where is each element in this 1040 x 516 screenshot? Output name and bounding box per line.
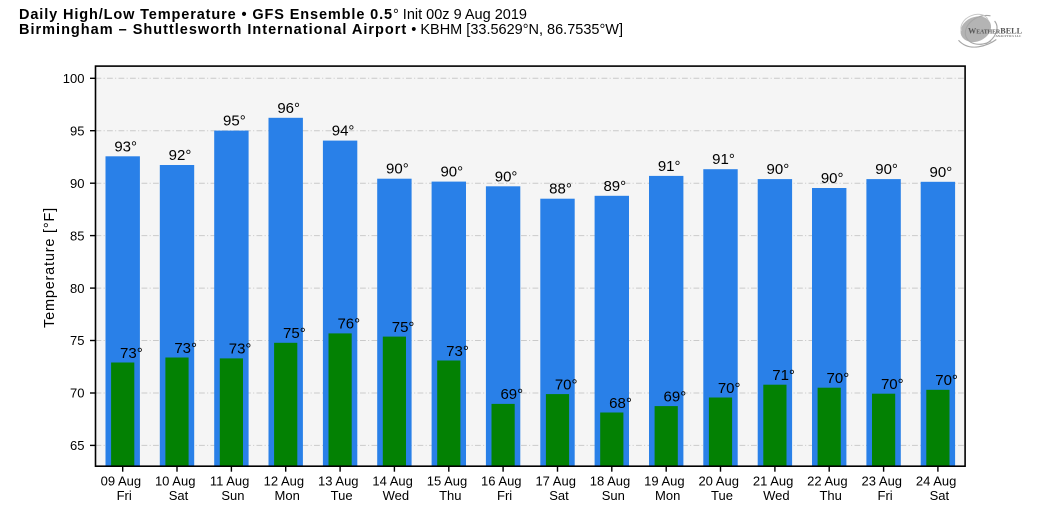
svg-text:24 Aug: 24 Aug — [916, 473, 957, 488]
svg-text:73°: 73° — [120, 345, 143, 362]
svg-text:90°: 90° — [386, 161, 409, 178]
svg-text:65: 65 — [70, 438, 84, 453]
svg-text:70: 70 — [70, 386, 84, 401]
svg-text:ANALYTICS LLC: ANALYTICS LLC — [996, 34, 1023, 38]
svg-text:70°: 70° — [718, 380, 741, 397]
svg-text:93°: 93° — [114, 138, 137, 155]
svg-text:19 Aug: 19 Aug — [644, 473, 685, 488]
svg-text:71°: 71° — [772, 367, 795, 384]
svg-text:90°: 90° — [767, 161, 790, 178]
svg-text:12 Aug: 12 Aug — [264, 473, 305, 488]
svg-text:94°: 94° — [332, 123, 355, 140]
svg-text:20 Aug: 20 Aug — [698, 473, 739, 488]
svg-text:13 Aug: 13 Aug — [318, 473, 359, 488]
svg-text:85: 85 — [70, 228, 84, 243]
svg-text:70°: 70° — [827, 370, 850, 387]
svg-text:73°: 73° — [229, 341, 252, 358]
svg-text:90°: 90° — [821, 170, 844, 187]
svg-text:Sat: Sat — [169, 488, 189, 503]
svg-text:14 Aug: 14 Aug — [372, 473, 413, 488]
svg-text:76°: 76° — [337, 316, 360, 333]
svg-text:90: 90 — [70, 176, 84, 191]
svg-text:89°: 89° — [603, 178, 626, 195]
svg-text:69°: 69° — [664, 388, 687, 405]
svg-text:Sun: Sun — [221, 488, 244, 503]
svg-text:96°: 96° — [277, 100, 300, 117]
svg-text:95: 95 — [70, 123, 84, 138]
svg-text:75°: 75° — [283, 325, 306, 342]
svg-text:68°: 68° — [609, 395, 632, 412]
svg-text:Wed: Wed — [383, 488, 410, 503]
svg-text:91°: 91° — [658, 158, 681, 175]
svg-text:70°: 70° — [555, 376, 578, 393]
svg-text:90°: 90° — [440, 164, 463, 181]
svg-text:75°: 75° — [392, 319, 415, 336]
svg-text:22 Aug: 22 Aug — [807, 473, 848, 488]
svg-text:Thu: Thu — [439, 488, 461, 503]
svg-text:Mon: Mon — [275, 488, 300, 503]
svg-text:16 Aug: 16 Aug — [481, 473, 522, 488]
svg-text:90°: 90° — [930, 164, 953, 181]
svg-text:Mon: Mon — [655, 488, 680, 503]
svg-text:75: 75 — [70, 333, 84, 348]
svg-text:Fri: Fri — [878, 488, 893, 503]
svg-text:Thu: Thu — [819, 488, 841, 503]
svg-text:88°: 88° — [549, 181, 572, 198]
svg-text:17 Aug: 17 Aug — [535, 473, 576, 488]
svg-text:15 Aug: 15 Aug — [427, 473, 468, 488]
svg-text:09 Aug: 09 Aug — [101, 473, 142, 488]
svg-text:100: 100 — [63, 71, 85, 86]
svg-text:80: 80 — [70, 281, 84, 296]
svg-text:WEATHERBELL: WEATHERBELL — [968, 26, 1023, 35]
svg-text:Temperature [°F]: Temperature [°F] — [42, 207, 58, 328]
svg-text:Tue: Tue — [711, 488, 733, 503]
svg-text:Tue: Tue — [331, 488, 353, 503]
svg-text:Sat: Sat — [930, 488, 950, 503]
svg-text:73°: 73° — [446, 343, 469, 360]
svg-text:70°: 70° — [881, 376, 904, 393]
svg-text:Fri: Fri — [497, 488, 512, 503]
svg-text:69°: 69° — [500, 386, 523, 403]
svg-text:Fri: Fri — [117, 488, 132, 503]
svg-text:10 Aug: 10 Aug — [155, 473, 196, 488]
svg-text:91°: 91° — [712, 151, 735, 168]
svg-text:Sat: Sat — [549, 488, 569, 503]
svg-text:Sun: Sun — [602, 488, 625, 503]
svg-text:23 Aug: 23 Aug — [862, 473, 903, 488]
svg-text:95°: 95° — [223, 113, 246, 130]
svg-text:21 Aug: 21 Aug — [753, 473, 794, 488]
svg-text:11 Aug: 11 Aug — [210, 473, 250, 488]
svg-text:18 Aug: 18 Aug — [590, 473, 631, 488]
svg-text:92°: 92° — [169, 147, 192, 164]
svg-text:Wed: Wed — [763, 488, 790, 503]
svg-text:90°: 90° — [495, 168, 518, 185]
svg-text:70°: 70° — [935, 372, 958, 389]
svg-text:73°: 73° — [174, 340, 197, 357]
svg-text:90°: 90° — [875, 161, 898, 178]
